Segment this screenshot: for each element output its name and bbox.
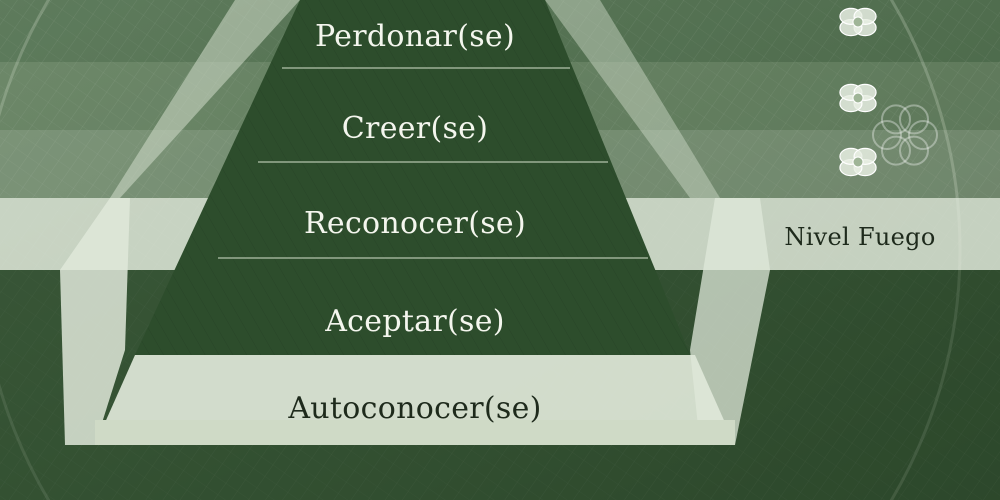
level-5-label: Perdonar(se): [315, 19, 515, 54]
pyramid-texture: [135, 0, 690, 355]
level-4-label: Creer(se): [342, 111, 488, 146]
level-1-label: Autoconocer(se): [287, 391, 541, 426]
level-3-label: Reconocer(se): [304, 206, 526, 241]
flower-icon: [839, 83, 877, 113]
level-2-label: Aceptar(se): [324, 304, 505, 339]
trough-base-edge: [95, 420, 735, 445]
trough-left-wall: [60, 198, 130, 445]
pyramid-back-right: [545, 0, 720, 198]
flower-icon: [839, 147, 877, 177]
ornament-column: [839, 7, 938, 177]
flower-icon: [839, 7, 877, 37]
rosette-icon: [872, 104, 938, 166]
side-label-nivel-fuego: Nivel Fuego: [784, 223, 935, 251]
pyramid-back-left: [110, 0, 300, 198]
trough-right-wall: [690, 198, 770, 445]
